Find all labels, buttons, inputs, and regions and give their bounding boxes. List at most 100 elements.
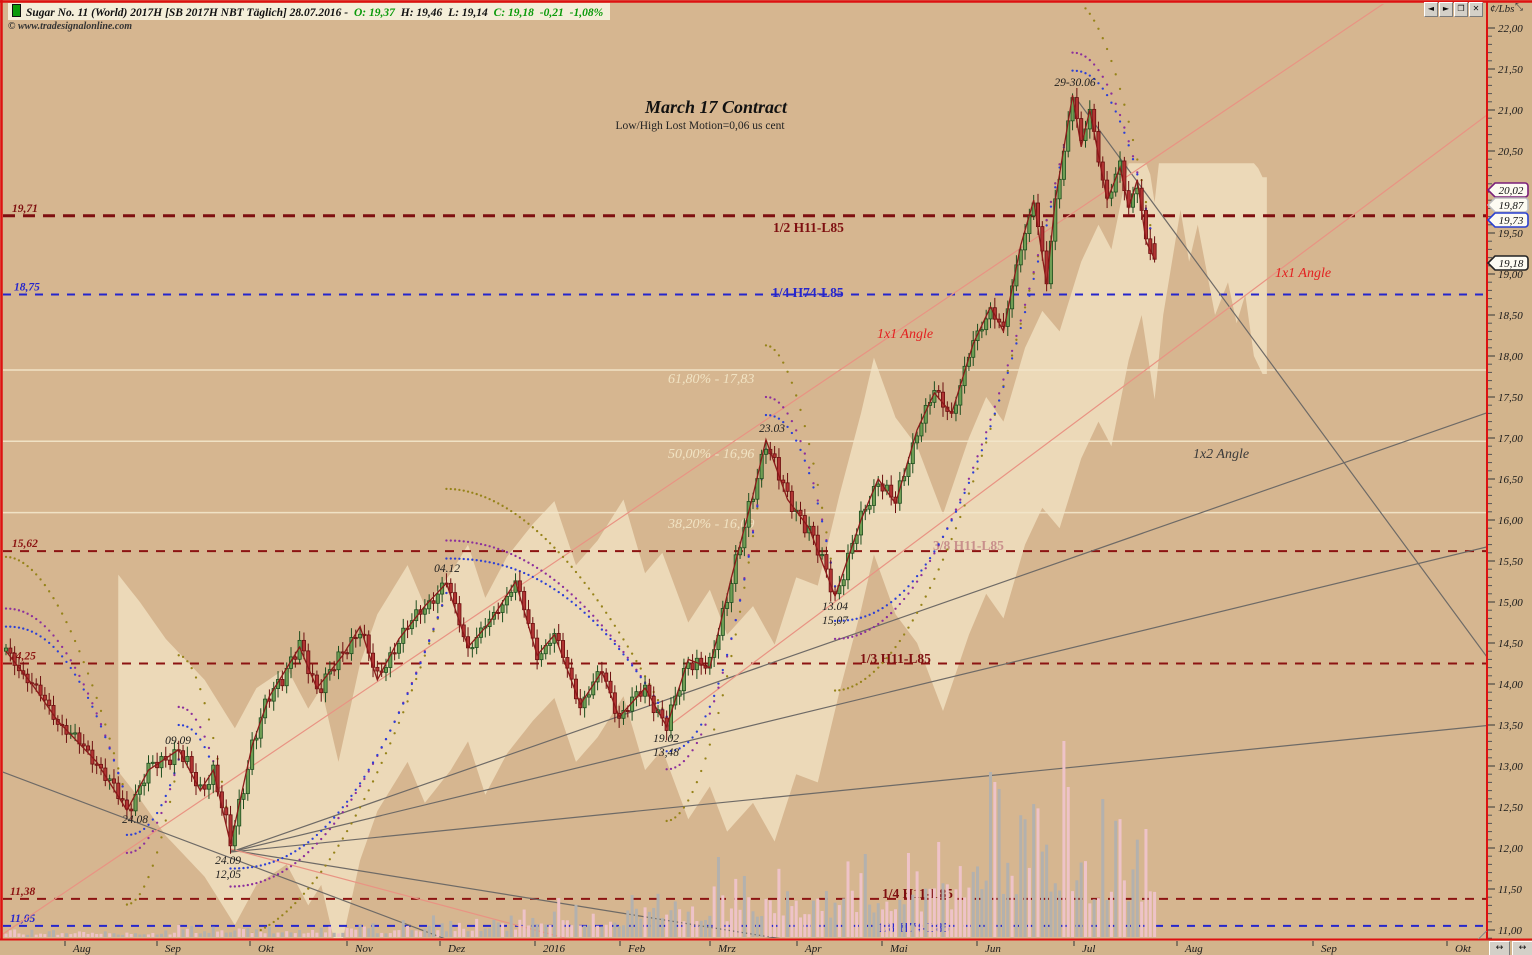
volume-bar [634, 908, 638, 937]
volume-bar [419, 931, 423, 937]
scroll-right-button[interactable]: ↔ [1512, 941, 1532, 955]
volume-bar [462, 928, 466, 937]
back-button[interactable]: ◄ [1424, 2, 1438, 17]
price-tag[interactable] [1486, 182, 1529, 198]
candle [4, 647, 9, 652]
volume-bar [77, 931, 81, 937]
volume-bar [73, 933, 77, 937]
volume-bar [393, 930, 397, 937]
candle [763, 448, 768, 455]
volume-bar [747, 897, 751, 937]
gann-fan-line[interactable] [230, 536, 1532, 853]
level-price-label: 18,75 [14, 282, 40, 294]
price-axis-unit-label: ¢/Lbs [1490, 3, 1515, 15]
price-tag[interactable] [1486, 255, 1529, 271]
volume-bar [332, 932, 336, 937]
level-name-label: 1/3 H11-L85 [860, 651, 931, 666]
volume-bar [833, 902, 837, 937]
volume-bar [306, 932, 310, 937]
month-tick-label: Okt [1455, 943, 1472, 955]
restore-window-button[interactable]: ❐ [1454, 2, 1468, 17]
swing-date-annotation: 24.08 [122, 814, 148, 826]
volume-bar [604, 924, 608, 937]
candle [301, 639, 306, 652]
volume-bar [954, 889, 958, 937]
volume-bar [431, 915, 435, 937]
volume-bar [790, 906, 794, 937]
swing-date-annotation: 23.03 [759, 423, 785, 435]
axis-scale-icon[interactable]: ⤡ [1515, 2, 1523, 13]
level-name-label: 1/4 H74-L85 [772, 285, 844, 300]
volume-bar [976, 866, 980, 937]
candle [979, 329, 984, 332]
volume-bar [263, 933, 267, 937]
gann-fan-line[interactable] [230, 397, 1532, 853]
volume-bar [1053, 883, 1057, 937]
close-button[interactable]: ✕ [1469, 2, 1483, 17]
gann-1x1-line[interactable] [0, 2, 1386, 936]
volume-bar [535, 923, 539, 937]
volume-bar [574, 904, 578, 937]
volume-bar [47, 931, 51, 937]
volume-bar [1109, 891, 1113, 937]
volume-bar [293, 933, 297, 937]
candle [358, 633, 363, 639]
instrument-titlebar: Sugar No. 11 (World) 2017H [SB 2017H NBT… [8, 3, 611, 20]
volume-bar [665, 914, 669, 937]
price-tick-label: 19,00 [1498, 269, 1523, 281]
volume-bar [583, 925, 587, 937]
zigzag-swing-line[interactable] [5, 95, 1156, 845]
gann-fan-line[interactable] [230, 721, 1532, 853]
gann-fan-line[interactable] [1074, 96, 1487, 657]
angle-label: 1x2 Angle [1193, 447, 1249, 462]
volume-bar [557, 898, 561, 937]
volume-bar [1027, 867, 1031, 937]
volume-bar [1023, 819, 1027, 937]
volume-bar [108, 933, 112, 937]
volume-bar [539, 923, 543, 937]
forward-button[interactable]: ► [1439, 2, 1453, 17]
volume-bar [367, 928, 371, 937]
volume-bar [30, 929, 34, 937]
candle [332, 669, 337, 672]
candle [677, 690, 682, 697]
volume-bar [488, 928, 492, 937]
candle [448, 582, 453, 594]
volume-bar [250, 932, 254, 937]
candle [168, 759, 173, 765]
volume-bar [1131, 869, 1135, 937]
volume-bar [859, 873, 863, 937]
quote-open: O: 19,37 [354, 7, 395, 19]
resize-corner-icon[interactable] [1478, 931, 1487, 939]
price-tag[interactable] [1486, 212, 1529, 228]
candle [345, 652, 350, 655]
scroll-left-button[interactable]: ↔ [1489, 941, 1510, 955]
volume-bar [164, 930, 168, 937]
volume-bar [876, 903, 880, 937]
quote-change: -0,21 [539, 7, 564, 19]
candle [1057, 178, 1062, 200]
candle [349, 637, 354, 655]
candle [535, 637, 540, 661]
time-axis-panel[interactable] [0, 941, 1488, 955]
candle [919, 422, 924, 437]
candle [388, 652, 393, 668]
candle [129, 808, 134, 812]
candle [258, 717, 263, 739]
gann-1x1-line[interactable] [230, 848, 640, 955]
gann-fan-line[interactable] [0, 771, 488, 955]
volume-bar [518, 919, 522, 937]
volume-bar [302, 933, 306, 937]
gann-1x1-line[interactable] [665, 114, 1487, 729]
volume-bar [894, 909, 898, 937]
volume-bar [43, 934, 47, 937]
price-axis-panel[interactable] [1488, 2, 1532, 955]
price-tick-label: 17,00 [1498, 433, 1523, 445]
candle [422, 608, 427, 615]
gann-fan-line[interactable] [230, 849, 900, 955]
volume-bar [522, 909, 526, 937]
price-tag[interactable] [1486, 197, 1529, 213]
volume-bar [945, 884, 949, 937]
